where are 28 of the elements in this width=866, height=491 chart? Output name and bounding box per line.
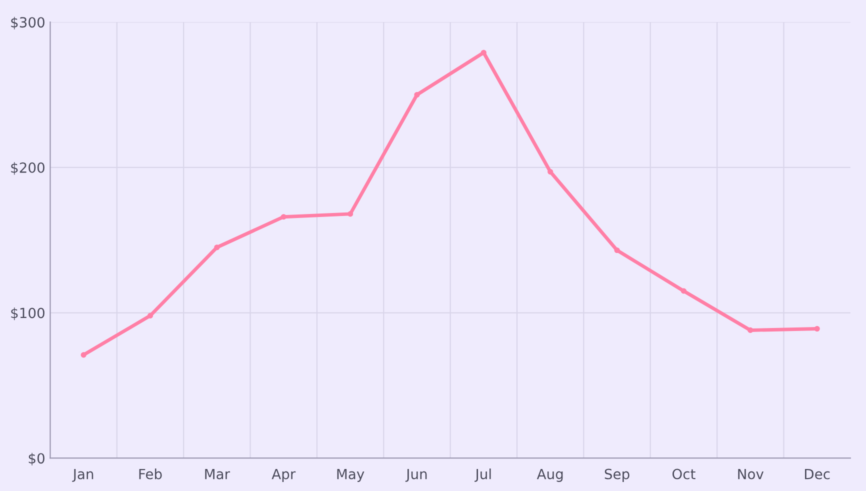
point — [348, 211, 354, 217]
point — [214, 244, 220, 250]
x-tick-label: Jan — [72, 468, 94, 482]
point — [414, 92, 420, 98]
x-tick-label: May — [337, 468, 364, 482]
point — [548, 169, 554, 175]
point — [147, 312, 154, 318]
point — [480, 50, 486, 56]
point — [80, 352, 86, 358]
x-tick-label: Oct — [672, 468, 696, 480]
point — [680, 288, 686, 294]
x-tick-label: Nov — [738, 468, 764, 480]
point — [748, 327, 754, 333]
y-tick-label: $200 — [11, 162, 44, 175]
x-tick-label: Feb — [139, 468, 162, 480]
x-tick-label: Jul — [474, 468, 491, 482]
point — [814, 326, 820, 332]
x-tick-label: Aug — [536, 468, 563, 482]
point — [280, 214, 286, 220]
point — [614, 247, 620, 254]
y-tick-label: $0 — [28, 452, 44, 466]
y-tick-label: $300 — [11, 16, 44, 30]
x-tick-label: Mar — [205, 468, 230, 480]
y-tick-label: $100 — [11, 307, 44, 320]
x-tick-label: Jun — [405, 468, 427, 482]
x-tick-label: Apr — [272, 468, 296, 482]
x-tick-label: Dec — [804, 468, 830, 480]
x-tick-label: Sep — [604, 468, 630, 482]
